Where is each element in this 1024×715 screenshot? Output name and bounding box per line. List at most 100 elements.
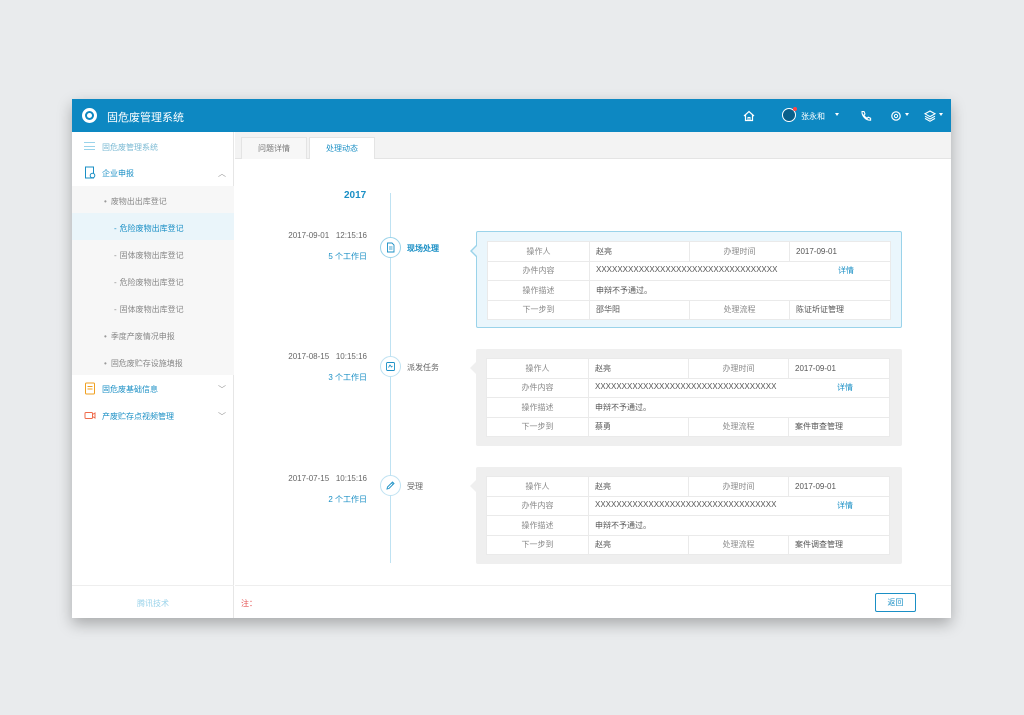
document-icon	[85, 166, 96, 179]
flow-value: 案件审查管理	[788, 416, 890, 437]
sidebar-leaf-solid-out-2[interactable]: 固体废物出库登记	[72, 294, 234, 321]
sidebar-header[interactable]: 固危废管理系统	[72, 132, 234, 159]
entry-datetime: 2017-09-01 12:15:16	[288, 231, 367, 240]
detail-link[interactable]: 详情	[838, 266, 854, 276]
sidebar-leaf-label: 固体废物出库登记	[114, 304, 184, 315]
user-menu-caret-icon[interactable]	[835, 113, 839, 116]
sidebar-item-label: 固危废基础信息	[102, 385, 158, 394]
operator-value: 赵亮	[588, 358, 689, 379]
menu-icon[interactable]	[84, 142, 95, 150]
entry-datetime: 2017-07-15 10:15:16	[288, 474, 367, 483]
timeline-year: 2017	[344, 190, 367, 201]
sidebar-leaf-solid-out[interactable]: 固体废物出库登记	[72, 240, 234, 267]
top-bar: 固危废管理系统 张永和	[72, 99, 951, 132]
handle-time-value: 2017-09-01	[788, 358, 890, 379]
layers-caret-icon[interactable]	[939, 113, 943, 116]
next-label: 下一步到	[487, 299, 590, 320]
timeline-line	[390, 193, 391, 563]
layers-icon[interactable]	[923, 109, 937, 123]
content-value: XXXXXXXXXXXXXXXXXXXXXXXXXXXXXXXXXX	[595, 382, 777, 392]
table-row: 操作描述 申辩不予通过。	[487, 280, 891, 301]
table-row: 操作描述 申辩不予通过。	[486, 397, 890, 418]
tab-issue-detail[interactable]: 问题详情	[241, 137, 307, 159]
handle-time-label: 办理时间	[689, 241, 790, 262]
sidebar-header-label: 固危废管理系统	[102, 143, 158, 152]
content-label: 办件内容	[486, 495, 589, 516]
sidebar-subitem-label: 季度产废情况申报	[104, 331, 175, 342]
table-row: 操作人 赵亮 办理时间 2017-09-01	[486, 476, 890, 497]
main-content: 2017 2017-09-01 12:15:16 5 个工作日 现场处理 操作人…	[235, 159, 951, 585]
next-value: 邵华阳	[589, 299, 690, 320]
home-icon[interactable]	[742, 109, 756, 123]
chevron-down-icon: ﹀	[218, 385, 226, 394]
sidebar-subitem-label: 固危废贮存设施填报	[104, 358, 183, 369]
info-document-icon	[85, 382, 95, 395]
sidebar-leaf-hazardous-out[interactable]: 危险废物出库登记	[72, 213, 234, 240]
flow-label: 处理流程	[688, 416, 789, 437]
desc-value: 申辩不予通过。	[589, 280, 891, 301]
operator-label: 操作人	[486, 358, 589, 379]
sidebar-subitem-quarterly[interactable]: 季度产废情况申报	[72, 321, 234, 348]
entry-card: 操作人 赵亮 办理时间 2017-09-01 办件内容 XXXXXXXXXXXX…	[470, 467, 902, 564]
next-label: 下一步到	[486, 534, 589, 555]
desc-label: 操作描述	[486, 397, 589, 418]
flow-value: 陈证圻证管理	[789, 299, 891, 320]
sidebar-subitem-label: 废物出出库登记	[104, 196, 167, 207]
flow-label: 处理流程	[689, 299, 790, 320]
tab-process-status[interactable]: 处理动态	[309, 137, 375, 160]
logo-icon	[82, 108, 97, 123]
sidebar-item-enterprise-declare[interactable]: 企业申报 ︿	[72, 159, 234, 186]
dispatch-icon	[380, 356, 401, 377]
back-button[interactable]: 返回	[875, 593, 916, 612]
chevron-down-icon: ﹀	[218, 412, 226, 421]
handle-time-label: 办理时间	[688, 476, 789, 497]
entry-table: 操作人 赵亮 办理时间 2017-09-01 办件内容 XXXXXXXXXXXX…	[487, 241, 891, 320]
table-row: 下一步到 邵华阳 处理流程 陈证圻证管理	[487, 299, 891, 320]
sidebar-subitem-storage-facility[interactable]: 固危废贮存设施填报	[72, 348, 234, 375]
phone-icon[interactable]	[859, 109, 873, 123]
pencil-icon	[380, 475, 401, 496]
sidebar-footer: 腾讯技术	[72, 585, 234, 618]
document-icon	[380, 237, 401, 258]
user-name[interactable]: 张永和	[801, 112, 825, 121]
operator-value: 赵亮	[589, 241, 690, 262]
entry-days: 2 个工作日	[328, 495, 367, 504]
sidebar: 固危废管理系统 企业申报 ︿ 废物出出库登记 危险废物出库登记 固体废物出库登记…	[72, 132, 234, 618]
table-row: 操作人 赵亮 办理时间 2017-09-01	[487, 241, 891, 262]
sidebar-leaf-hazardous-out-2[interactable]: 危险废物出库登记	[72, 267, 234, 294]
flow-value: 案件调查管理	[788, 534, 890, 555]
entry-datetime: 2017-08-15 10:15:16	[288, 352, 367, 361]
next-value: 蔡勇	[588, 416, 689, 437]
handle-time-value: 2017-09-01	[789, 241, 891, 262]
table-row: 办件内容 XXXXXXXXXXXXXXXXXXXXXXXXXXXXXXXXXX 详…	[486, 377, 890, 398]
avatar[interactable]	[782, 107, 797, 122]
operator-label: 操作人	[487, 241, 590, 262]
gear-icon[interactable]	[889, 109, 903, 123]
table-row: 下一步到 赵亮 处理流程 案件调查管理	[486, 534, 890, 555]
sidebar-subitem-waste-in-out[interactable]: 废物出出库登记	[72, 186, 234, 213]
table-row: 操作人 赵亮 办理时间 2017-09-01	[486, 358, 890, 379]
entry-table: 操作人 赵亮 办理时间 2017-09-01 办件内容 XXXXXXXXXXXX…	[486, 476, 890, 555]
content-label: 办件内容	[486, 377, 589, 398]
sidebar-leaf-label: 固体废物出库登记	[114, 250, 184, 261]
tab-bar: 问题详情 处理动态	[235, 132, 951, 160]
chevron-up-icon: ︿	[218, 169, 226, 178]
content-value: XXXXXXXXXXXXXXXXXXXXXXXXXXXXXXXXXX	[595, 500, 777, 510]
operator-label: 操作人	[486, 476, 589, 497]
flow-label: 处理流程	[688, 534, 789, 555]
handle-time-value: 2017-09-01	[788, 476, 890, 497]
entry-days: 5 个工作日	[328, 252, 367, 261]
content-label: 办件内容	[487, 260, 590, 281]
sidebar-footer-text: 腾讯技术	[137, 599, 169, 608]
sidebar-item-basic-info[interactable]: 固危废基础信息 ﹀	[72, 375, 234, 402]
sidebar-item-video-management[interactable]: 产废贮存点视频管理 ﹀	[72, 402, 234, 429]
detail-link[interactable]: 详情	[837, 383, 853, 393]
app-title: 固危废管理系统	[107, 112, 184, 124]
detail-link[interactable]: 详情	[837, 501, 853, 511]
sidebar-leaf-label: 危险废物出库登记	[114, 223, 184, 234]
sidebar-item-label: 企业申报	[102, 169, 134, 178]
desc-label: 操作描述	[486, 515, 589, 536]
settings-caret-icon[interactable]	[905, 113, 909, 116]
content-cell: XXXXXXXXXXXXXXXXXXXXXXXXXXXXXXXXXX 详情	[589, 260, 891, 281]
content-value: XXXXXXXXXXXXXXXXXXXXXXXXXXXXXXXXXX	[596, 265, 778, 275]
